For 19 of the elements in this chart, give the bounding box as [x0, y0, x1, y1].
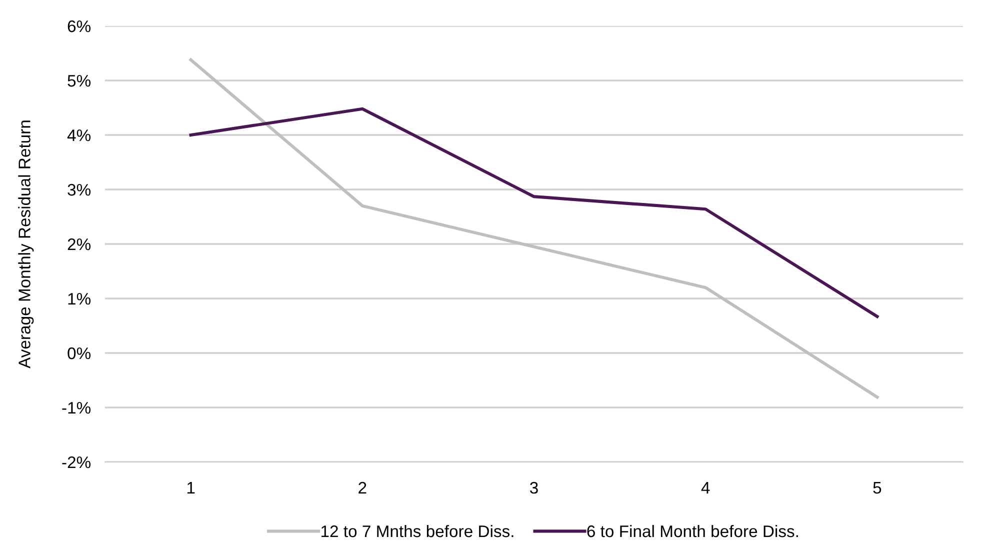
y-tick-label: 0%	[68, 347, 91, 360]
x-tick-label: 3	[530, 482, 538, 494]
line-series	[189, 107, 879, 318]
legend-label: 12 to 7 Mnths before Diss.	[321, 524, 514, 538]
y-axis-title: Average Monthly Residual Return	[18, 120, 34, 368]
line-series	[189, 58, 879, 399]
y-tick-label: 4%	[67, 129, 91, 142]
x-tick-label: 4	[701, 482, 710, 494]
x-tick-label: 2	[358, 482, 366, 494]
y-tick-label: -2%	[62, 456, 91, 468]
x-tick-label: 1	[187, 482, 195, 494]
y-tick-label: 2%	[68, 238, 91, 250]
x-tick-label: 5	[873, 482, 882, 494]
y-tick-label: 5%	[68, 74, 91, 87]
y-tick-label: 3%	[68, 184, 91, 196]
y-tick-label: 6%	[68, 20, 91, 32]
y-tick-label: 1%	[68, 292, 91, 305]
y-tick-label: -1%	[62, 402, 91, 414]
legend-label: 6 to Final Month before Diss.	[587, 524, 798, 538]
